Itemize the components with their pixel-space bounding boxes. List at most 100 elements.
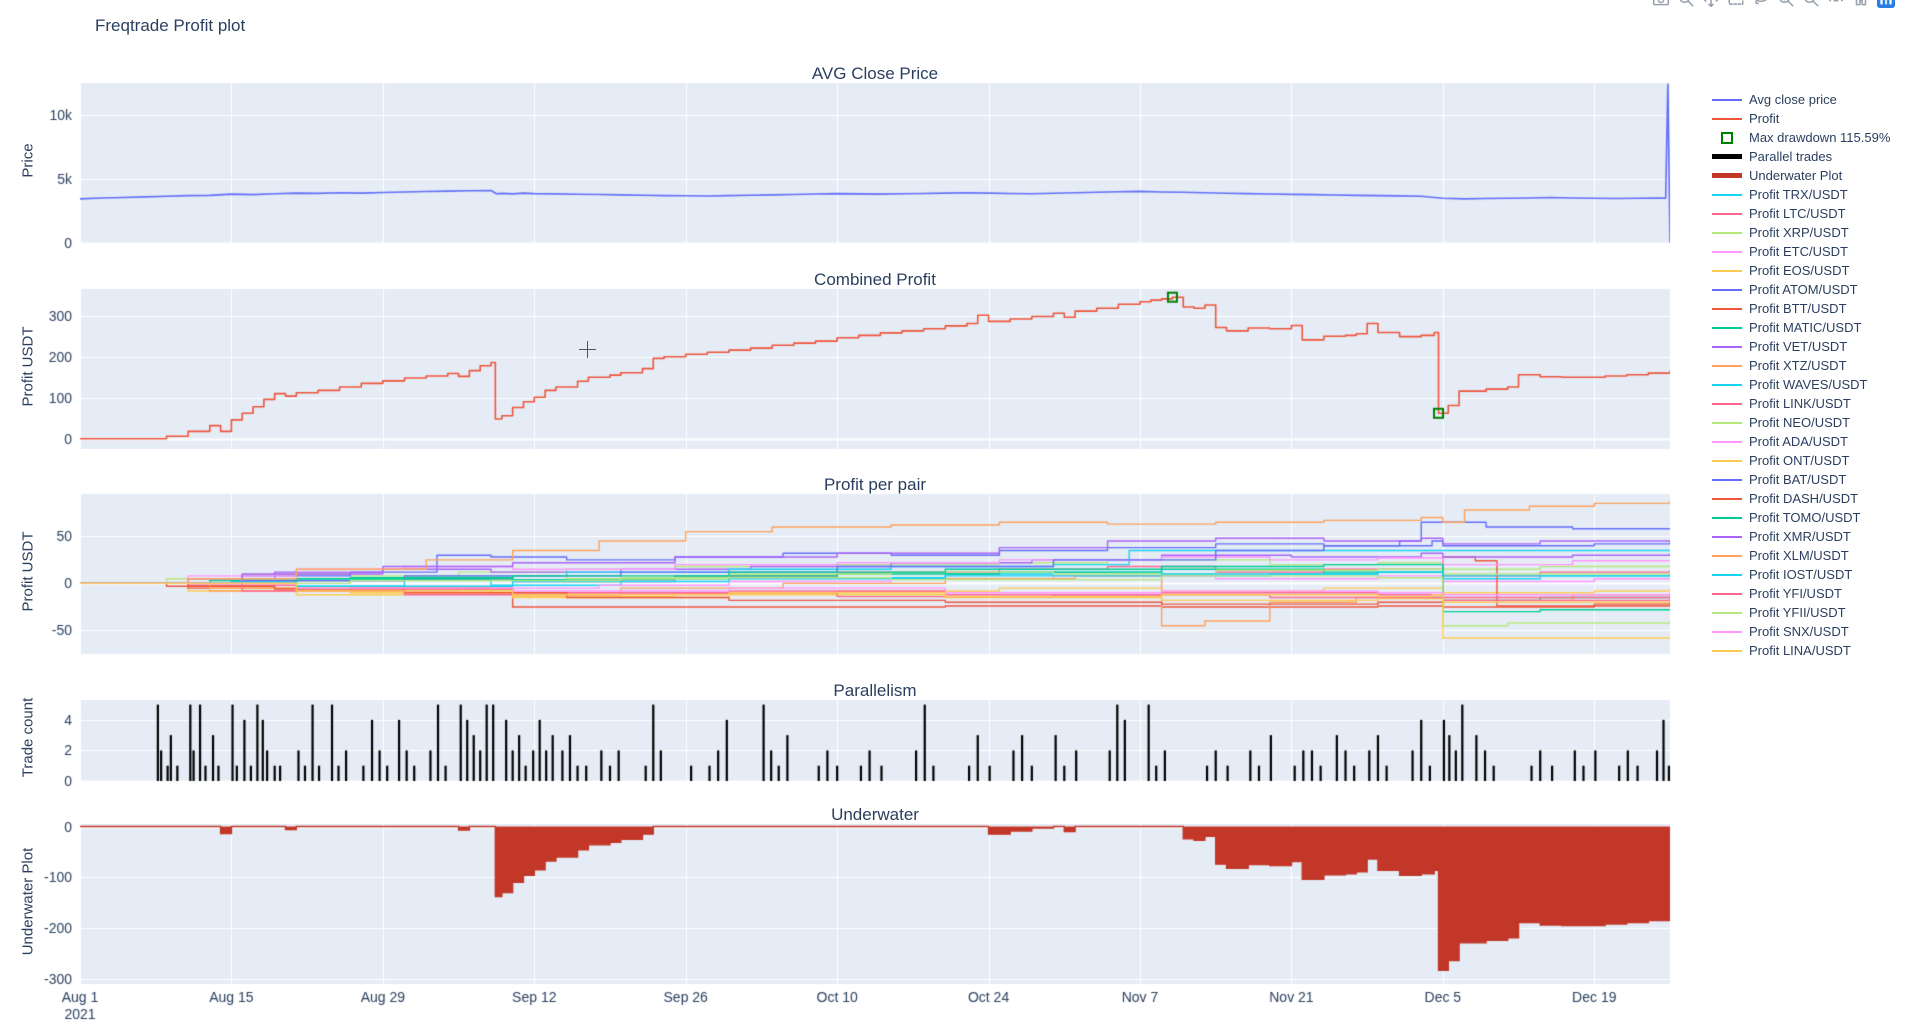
zoom-icon[interactable] bbox=[1676, 0, 1696, 9]
legend-item[interactable]: Profit VET/USDT bbox=[1712, 337, 1890, 356]
legend-label: Profit MATIC/USDT bbox=[1749, 320, 1862, 335]
legend-item[interactable]: Profit EOS/USDT bbox=[1712, 261, 1890, 280]
legend-label: Parallel trades bbox=[1749, 149, 1833, 164]
modebar bbox=[1651, 0, 1896, 9]
legend-label: Profit SNX/USDT bbox=[1749, 624, 1849, 639]
legend-line-swatch-icon bbox=[1712, 611, 1742, 614]
plotly-logo-icon[interactable] bbox=[1876, 0, 1896, 9]
legend-label: Profit DASH/USDT bbox=[1749, 491, 1859, 506]
subplot-title-avg-close-price: AVG Close Price bbox=[811, 64, 939, 83]
legend-line-swatch-icon bbox=[1712, 421, 1742, 424]
legend-label: Profit XRP/USDT bbox=[1749, 225, 1849, 240]
camera-icon[interactable] bbox=[1651, 0, 1671, 9]
legend-item[interactable]: Profit NEO/USDT bbox=[1712, 413, 1890, 432]
legend-line-swatch-icon bbox=[1712, 212, 1742, 215]
legend-line-swatch-icon bbox=[1712, 402, 1742, 405]
legend-line-swatch-icon bbox=[1712, 345, 1742, 348]
legend-item[interactable]: Profit XMR/USDT bbox=[1712, 527, 1890, 546]
legend-line-swatch-icon bbox=[1712, 98, 1742, 101]
legend-item[interactable]: Max drawdown 115.59% bbox=[1712, 128, 1890, 147]
zoom-out-icon[interactable] bbox=[1801, 0, 1821, 9]
legend-label: Profit TOMO/USDT bbox=[1749, 510, 1861, 525]
legend-item[interactable]: Profit LINA/USDT bbox=[1712, 641, 1890, 660]
legend-line-swatch-icon bbox=[1712, 173, 1742, 178]
legend-label: Profit XLM/USDT bbox=[1749, 548, 1849, 563]
legend-label: Profit BTT/USDT bbox=[1749, 301, 1847, 316]
legend-label: Profit YFII/USDT bbox=[1749, 605, 1846, 620]
legend-label: Profit VET/USDT bbox=[1749, 339, 1848, 354]
legend-line-swatch-icon bbox=[1712, 459, 1742, 462]
lasso-select-icon[interactable] bbox=[1751, 0, 1771, 9]
box-select-icon[interactable] bbox=[1726, 0, 1746, 9]
legend-item[interactable]: Profit bbox=[1712, 109, 1890, 128]
legend-label: Profit ETC/USDT bbox=[1749, 244, 1848, 259]
legend-item[interactable]: Profit BTT/USDT bbox=[1712, 299, 1890, 318]
legend-item[interactable]: Parallel trades bbox=[1712, 147, 1890, 166]
page-title: Freqtrade Profit plot bbox=[95, 16, 246, 35]
y-axis-title-profit-usdt: Profit USDT bbox=[19, 326, 37, 407]
y-axis-title-underwater-plot: Underwater Plot bbox=[19, 847, 37, 956]
legend-item[interactable]: Profit SNX/USDT bbox=[1712, 622, 1890, 641]
legend-item[interactable]: Profit YFII/USDT bbox=[1712, 603, 1890, 622]
legend-item[interactable]: Profit ATOM/USDT bbox=[1712, 280, 1890, 299]
subplot-title-underwater: Underwater bbox=[831, 805, 919, 824]
legend-label: Profit WAVES/USDT bbox=[1749, 377, 1868, 392]
legend-item[interactable]: Profit TOMO/USDT bbox=[1712, 508, 1890, 527]
legend-label: Max drawdown 115.59% bbox=[1749, 130, 1891, 145]
legend-label: Profit XMR/USDT bbox=[1749, 529, 1851, 544]
legend-item[interactable]: Profit DASH/USDT bbox=[1712, 489, 1890, 508]
legend-item[interactable]: Underwater Plot bbox=[1712, 166, 1890, 185]
legend-item[interactable]: Profit BAT/USDT bbox=[1712, 470, 1890, 489]
legend-item[interactable]: Profit ONT/USDT bbox=[1712, 451, 1890, 470]
legend-line-swatch-icon bbox=[1712, 554, 1742, 557]
legend-line-swatch-icon bbox=[1712, 364, 1742, 367]
legend-line-swatch-icon bbox=[1712, 117, 1742, 120]
legend-label: Profit NEO/USDT bbox=[1749, 415, 1851, 430]
legend-label: Profit IOST/USDT bbox=[1749, 567, 1853, 582]
legend-line-swatch-icon bbox=[1712, 649, 1742, 652]
legend-line-swatch-icon bbox=[1712, 516, 1742, 519]
subplot-title-profit-per-pair: Profit per pair bbox=[823, 475, 927, 494]
legend-item[interactable]: Profit TRX/USDT bbox=[1712, 185, 1890, 204]
legend-line-swatch-icon bbox=[1712, 193, 1742, 196]
legend-label: Profit ONT/USDT bbox=[1749, 453, 1850, 468]
legend-label: Profit LTC/USDT bbox=[1749, 206, 1846, 221]
legend-item[interactable]: Profit WAVES/USDT bbox=[1712, 375, 1890, 394]
legend-label: Profit ATOM/USDT bbox=[1749, 282, 1858, 297]
legend-item[interactable]: Profit LTC/USDT bbox=[1712, 204, 1890, 223]
legend-item[interactable]: Profit YFI/USDT bbox=[1712, 584, 1890, 603]
legend-item[interactable]: Profit ADA/USDT bbox=[1712, 432, 1890, 451]
zoom-in-icon[interactable] bbox=[1776, 0, 1796, 9]
legend-item[interactable]: Profit ETC/USDT bbox=[1712, 242, 1890, 261]
legend-line-swatch-icon bbox=[1712, 478, 1742, 481]
legend-item[interactable]: Avg close price bbox=[1712, 90, 1890, 109]
legend-item[interactable]: Profit LINK/USDT bbox=[1712, 394, 1890, 413]
reset-axes-icon[interactable] bbox=[1851, 0, 1871, 9]
legend-line-swatch-icon bbox=[1712, 154, 1742, 159]
legend-label: Profit YFI/USDT bbox=[1749, 586, 1842, 601]
legend-item[interactable]: Profit XTZ/USDT bbox=[1712, 356, 1890, 375]
legend-item[interactable]: Profit XRP/USDT bbox=[1712, 223, 1890, 242]
y-axis-title-price: Price bbox=[19, 143, 37, 178]
legend-item[interactable]: Profit XLM/USDT bbox=[1712, 546, 1890, 565]
legend-line-swatch-icon bbox=[1712, 307, 1742, 310]
legend-line-swatch-icon bbox=[1712, 269, 1742, 272]
legend: Avg close price Profit Max drawdown 115.59… bbox=[1712, 90, 1890, 660]
legend-line-swatch-icon bbox=[1712, 573, 1742, 576]
legend-square-marker-icon bbox=[1712, 131, 1742, 144]
legend-label: Profit XTZ/USDT bbox=[1749, 358, 1847, 373]
legend-line-swatch-icon bbox=[1712, 288, 1742, 291]
pan-icon[interactable] bbox=[1701, 0, 1721, 9]
autoscale-icon[interactable] bbox=[1826, 0, 1846, 9]
legend-item[interactable]: Profit MATIC/USDT bbox=[1712, 318, 1890, 337]
legend-label: Underwater Plot bbox=[1749, 168, 1843, 183]
legend-item[interactable]: Profit IOST/USDT bbox=[1712, 565, 1890, 584]
legend-label: Profit ADA/USDT bbox=[1749, 434, 1848, 449]
legend-label: Profit TRX/USDT bbox=[1749, 187, 1848, 202]
legend-line-swatch-icon bbox=[1712, 440, 1742, 443]
legend-line-swatch-icon bbox=[1712, 497, 1742, 500]
legend-label: Profit bbox=[1749, 111, 1780, 126]
legend-label: Profit LINK/USDT bbox=[1749, 396, 1851, 411]
legend-label: Profit BAT/USDT bbox=[1749, 472, 1847, 487]
